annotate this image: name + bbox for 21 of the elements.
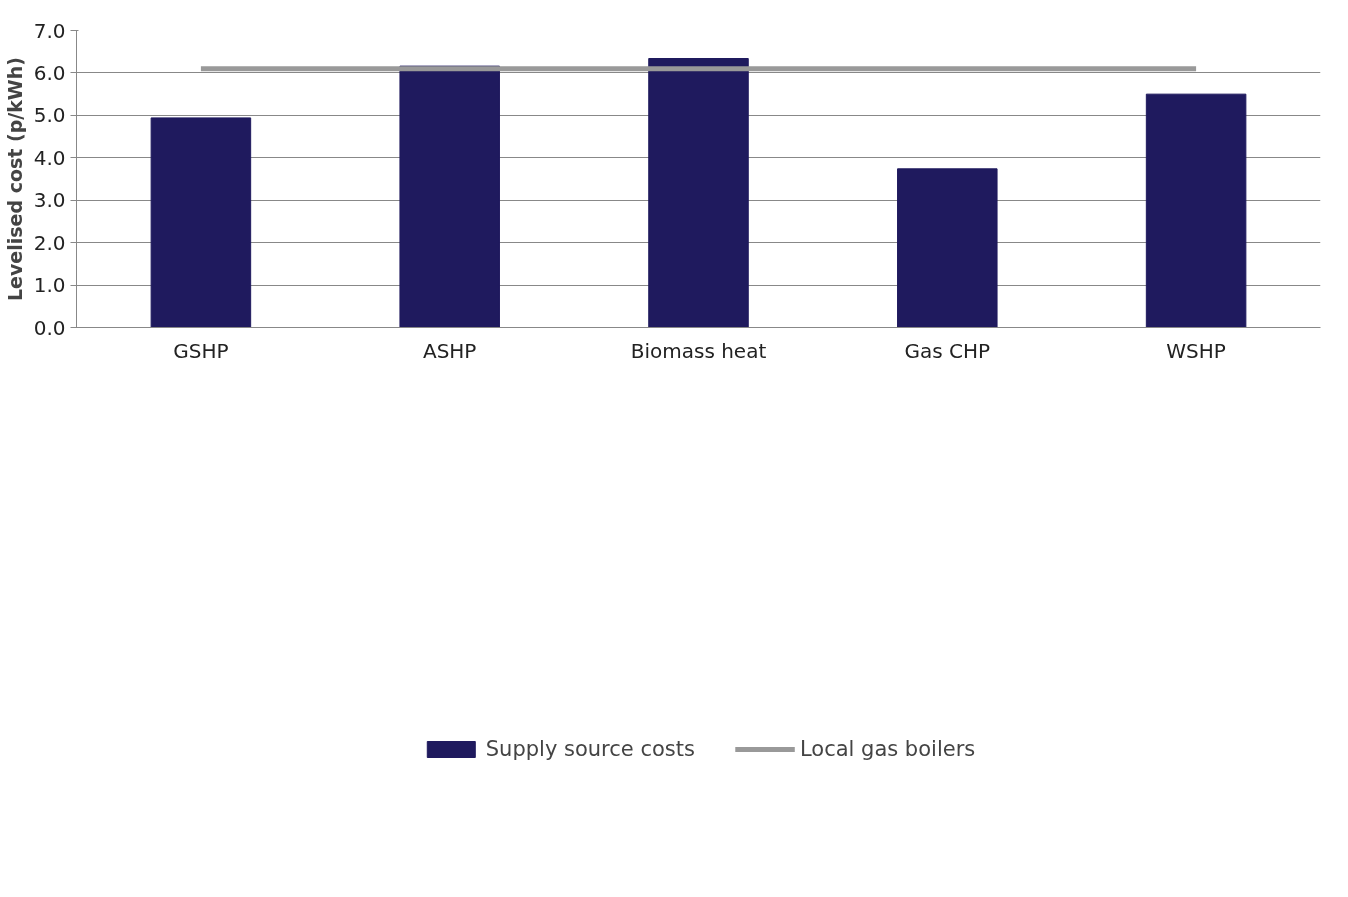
x-tick-label: Gas CHP	[904, 338, 991, 363]
y-tick-label: 4.0	[33, 145, 66, 170]
x-tick-label: Biomass heat	[630, 338, 767, 363]
legend-label: Supply source costs	[485, 737, 695, 761]
y-tick-label: 1.0	[33, 273, 66, 298]
x-tick-label: ASHP	[422, 338, 477, 363]
bar	[399, 65, 500, 328]
bar	[897, 168, 998, 328]
bar	[1145, 93, 1247, 328]
y-tick-label: 7.0	[33, 18, 66, 43]
y-tick-label: 5.0	[33, 103, 66, 128]
legend-label: Local gas boilers	[799, 737, 976, 761]
x-tick-label: GSHP	[173, 338, 229, 363]
x-tick-label: WSHP	[1166, 338, 1226, 363]
y-tick-label: 3.0	[33, 188, 66, 213]
y-axis-title: Levelised cost (p/kWh)	[3, 56, 26, 302]
bar	[648, 58, 749, 328]
y-tick-label: 0.0	[33, 315, 66, 340]
y-tick-label: 2.0	[33, 230, 66, 255]
y-tick-label: 6.0	[33, 60, 66, 85]
bar	[150, 117, 252, 328]
